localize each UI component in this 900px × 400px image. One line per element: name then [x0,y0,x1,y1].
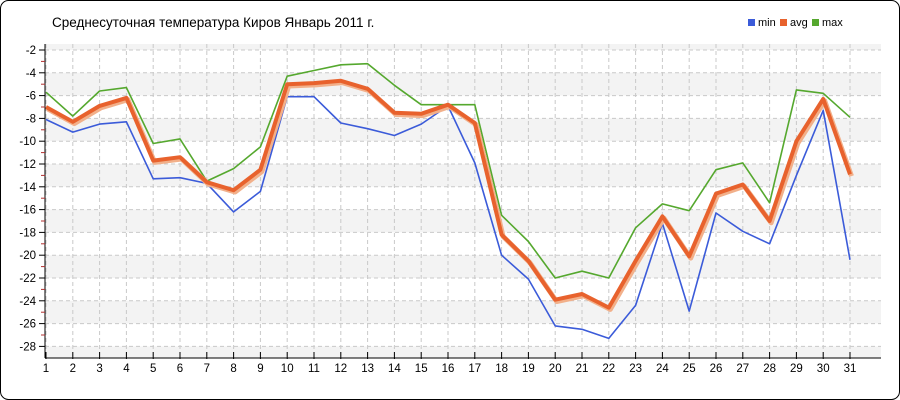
y-tick-label: -20 [19,250,36,262]
y-tick-label: -10 [19,136,36,148]
y-tick-label: -28 [19,341,36,353]
legend-item-avg[interactable]: avg [780,17,808,29]
legend-swatch-min[interactable] [748,19,755,26]
band [45,95,881,119]
x-tick-label: 22 [602,363,615,375]
x-tick-label: 3 [96,363,102,375]
x-tick-label: 25 [683,363,696,375]
band [45,164,881,187]
x-tick-label: 20 [549,363,562,375]
x-tick-label: 6 [177,363,183,375]
series-lines [45,62,854,340]
x-tick-label: 9 [257,363,263,375]
x-tick-label: 31 [844,363,857,375]
x-tick-label: 2 [70,363,76,375]
x-tick-label: 23 [629,363,642,375]
x-tick-label: 10 [281,363,294,375]
band [45,50,881,73]
x-tick-label: 19 [522,363,535,375]
x-tick-label: 24 [656,363,669,375]
band [45,323,881,347]
gridlines [45,44,881,358]
band [45,118,881,142]
y-tick-label: -14 [19,182,36,194]
x-tick-label: 4 [123,363,130,375]
legend-label-min[interactable]: min [758,17,776,29]
y-tick-label: -18 [19,227,36,239]
series-avg-line [45,78,852,310]
y-tick-label: -16 [19,205,36,217]
legend: min avg max [748,17,843,29]
legend-item-max[interactable]: max [812,17,843,29]
band [45,278,881,301]
x-tick-label: 27 [736,363,749,375]
y-tick-label: -24 [19,296,36,308]
x-tick-label: 30 [817,363,830,375]
plot-bands [45,44,881,358]
y-tick-label: -22 [19,273,36,285]
y-tick-label: -26 [19,319,36,331]
x-tick-label: 14 [388,363,401,375]
y-tick-label: -4 [26,68,37,80]
band [45,255,881,278]
x-tick-label: 11 [308,363,320,375]
band [45,141,881,164]
band [45,232,881,256]
legend-swatch-max[interactable] [812,19,819,26]
x-tick-label: 12 [334,363,347,375]
x-tick-label: 7 [204,363,210,375]
y-tick-label: -8 [26,113,36,125]
x-tick-label: 8 [230,363,236,375]
y-tick-label: -2 [26,45,36,57]
x-tick-label: 29 [790,363,803,375]
x-tick-label: 15 [415,363,428,375]
band-top-pad [45,44,881,50]
band-bottom-pad [45,346,881,358]
band [45,72,881,96]
tick-labels: -2-4-6-8-10-12-14-16-18-20-22-24-26-281 2… [19,45,856,375]
x-tick-label: 16 [442,363,455,375]
legend-item-min[interactable]: min [748,17,776,29]
legend-swatch-avg[interactable] [780,19,787,26]
band [45,300,881,324]
x-tick-label: 21 [576,363,589,375]
legend-label-avg[interactable]: avg [790,17,808,29]
chart-title: Среднесуточная температура Киров Январь … [52,15,374,30]
axes [39,44,881,359]
y-tick-label: -12 [19,159,36,171]
x-tick-label: 18 [495,363,508,375]
band [45,186,881,210]
x-tick-label: 17 [468,363,481,375]
x-tick-label: 5 [150,363,156,375]
y-tick-label: -6 [26,91,36,103]
band [45,209,881,233]
legend-label-max[interactable]: max [822,17,843,29]
x-tick-label: 13 [361,363,374,375]
x-tick-label: 26 [710,363,723,375]
x-tick-label: 28 [763,363,776,375]
x-tick-label: 1 [43,363,49,375]
